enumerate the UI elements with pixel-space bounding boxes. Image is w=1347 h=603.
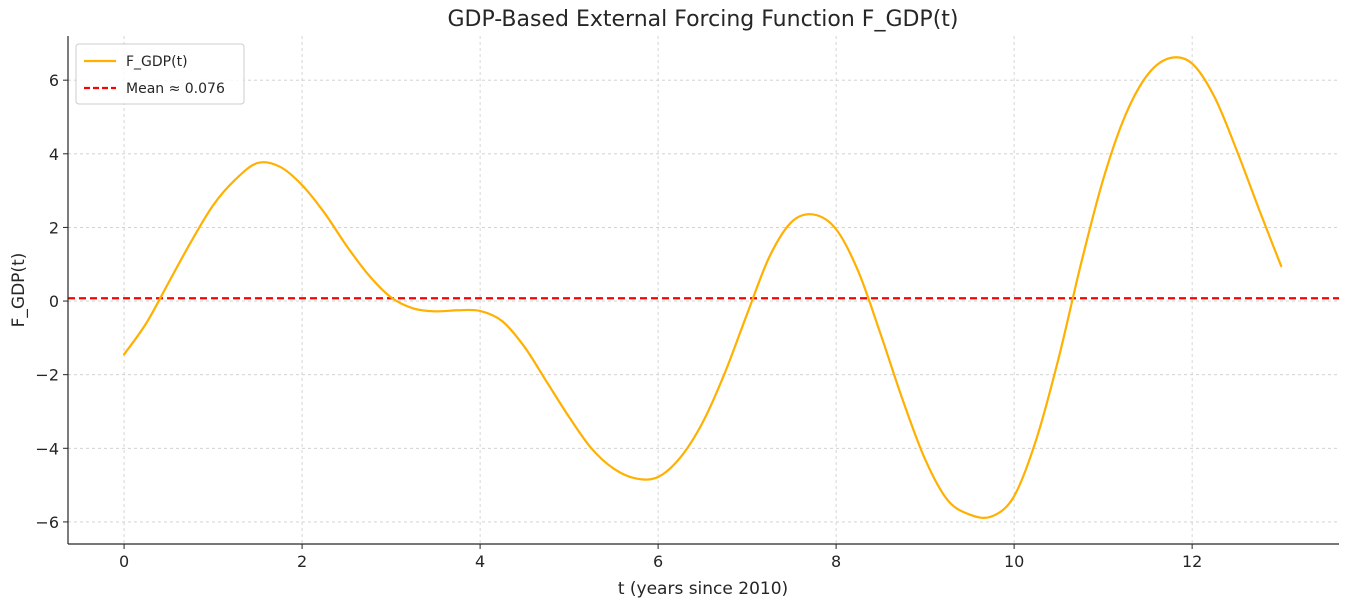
x-tick-label: 0 <box>119 552 129 571</box>
legend-label-mean: Mean ≈ 0.076 <box>126 81 225 97</box>
y-tick-label: −2 <box>35 366 59 385</box>
series-layer <box>122 56 1283 519</box>
chart-title: GDP-Based External Forcing Function F_GD… <box>448 7 959 32</box>
x-tick-label: 6 <box>653 552 663 571</box>
legend: F_GDP(t) Mean ≈ 0.076 <box>75 43 245 105</box>
y-tick-label: 0 <box>49 292 59 311</box>
series-line <box>122 56 1283 519</box>
grid <box>68 36 1339 544</box>
x-tick-label: 8 <box>831 552 841 571</box>
x-tick-label: 2 <box>297 552 307 571</box>
y-axis-label: F_GDP(t) <box>9 253 29 328</box>
y-tick-label: 2 <box>49 218 59 237</box>
y-tick-label: −4 <box>35 439 59 458</box>
x-tick-label: 12 <box>1182 552 1202 571</box>
legend-frame <box>75 43 245 105</box>
legend-label-series: F_GDP(t) <box>126 54 188 70</box>
axes <box>67 36 1339 545</box>
y-ticks: −6 −4 −2 0 2 4 6 <box>35 71 68 532</box>
x-axis-label: t (years since 2010) <box>618 579 788 599</box>
x-tick-label: 4 <box>475 552 485 571</box>
y-tick-label: 6 <box>49 71 59 90</box>
x-tick-label: 10 <box>1004 552 1024 571</box>
x-ticks: 0 2 4 6 8 10 12 <box>119 544 1202 571</box>
y-tick-label: 4 <box>49 145 59 164</box>
y-tick-label: −6 <box>35 513 59 532</box>
